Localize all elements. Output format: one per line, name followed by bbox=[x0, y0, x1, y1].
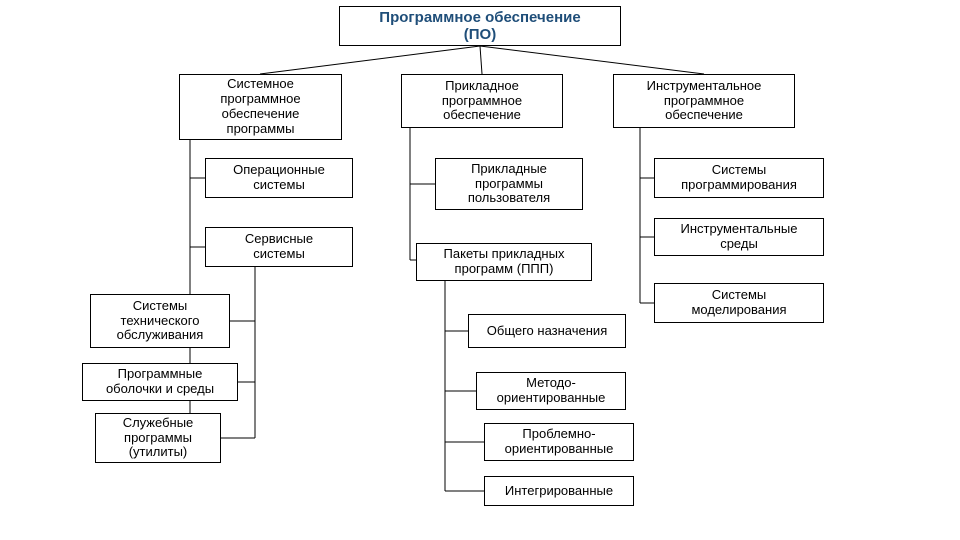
node-integ: Интегрированные bbox=[484, 476, 634, 506]
node-util-label: Служебныепрограммы(утилиты) bbox=[123, 416, 194, 461]
node-meth: Методо-ориентированные bbox=[476, 372, 626, 410]
node-userapp-label: Прикладныепрограммыпользователя bbox=[468, 162, 550, 207]
node-maint: Системытехническогообслуживания bbox=[90, 294, 230, 348]
node-meth-label: Методо-ориентированные bbox=[497, 376, 606, 406]
node-ppp-label: Пакеты прикладныхпрограмм (ППП) bbox=[444, 247, 565, 277]
node-serv-label: Сервисныесистемы bbox=[245, 232, 313, 262]
node-shell-label: Программныеоболочки и среды bbox=[106, 367, 214, 397]
node-gen: Общего назначения bbox=[468, 314, 626, 348]
node-model: Системымоделирования bbox=[654, 283, 824, 323]
node-integ-label: Интегрированные bbox=[505, 484, 613, 499]
node-prog: Системыпрограммирования bbox=[654, 158, 824, 198]
node-model-label: Системымоделирования bbox=[691, 288, 786, 318]
node-ide-label: Инструментальныесреды bbox=[681, 222, 798, 252]
node-prob: Проблемно-ориентированные bbox=[484, 423, 634, 461]
node-maint-label: Системытехническогообслуживания bbox=[117, 299, 204, 344]
node-ide: Инструментальныесреды bbox=[654, 218, 824, 256]
node-userapp: Прикладныепрограммыпользователя bbox=[435, 158, 583, 210]
node-root: Программное обеспечение(ПО) bbox=[339, 6, 621, 46]
node-sys: Системноепрограммноеобеспечениепрограммы bbox=[179, 74, 342, 140]
node-app: Прикладноепрограммноеобеспечение bbox=[401, 74, 563, 128]
node-prog-label: Системыпрограммирования bbox=[681, 163, 797, 193]
node-ppp: Пакеты прикладныхпрограмм (ППП) bbox=[416, 243, 592, 281]
node-serv: Сервисныесистемы bbox=[205, 227, 353, 267]
node-os: Операционныесистемы bbox=[205, 158, 353, 198]
node-root-label: Программное обеспечение(ПО) bbox=[379, 9, 580, 44]
node-app-label: Прикладноепрограммноеобеспечение bbox=[442, 79, 522, 124]
node-tool-label: Инструментальноепрограммноеобеспечение bbox=[647, 79, 762, 124]
node-gen-label: Общего назначения bbox=[487, 324, 607, 339]
node-tool: Инструментальноепрограммноеобеспечение bbox=[613, 74, 795, 128]
node-os-label: Операционныесистемы bbox=[233, 163, 325, 193]
node-shell: Программныеоболочки и среды bbox=[82, 363, 238, 401]
node-sys-label: Системноепрограммноеобеспечениепрограммы bbox=[220, 77, 300, 137]
node-prob-label: Проблемно-ориентированные bbox=[505, 427, 614, 457]
node-util: Служебныепрограммы(утилиты) bbox=[95, 413, 221, 463]
